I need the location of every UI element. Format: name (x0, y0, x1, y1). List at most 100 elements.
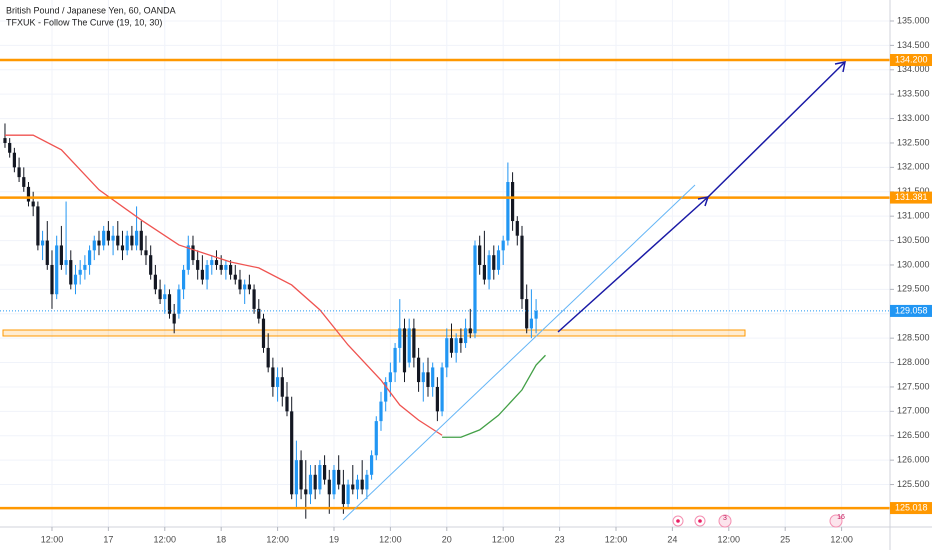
candle-body (149, 255, 153, 275)
level-label: 125.018 (895, 502, 928, 512)
last-price-label: 129.058 (895, 305, 928, 315)
x-tick-label: 17 (103, 534, 113, 544)
candle-body (431, 367, 435, 387)
candle-body (261, 318, 266, 348)
arrow-head (834, 61, 846, 73)
candle-body (83, 264, 87, 270)
level-label: 134.200 (895, 54, 928, 64)
y-tick-label: 132.000 (897, 162, 930, 172)
indicator-line (442, 354, 546, 438)
candle-body (219, 264, 223, 270)
candle-body (529, 318, 533, 329)
candle-body (106, 230, 110, 241)
candle-body (482, 264, 486, 280)
candle-body (463, 328, 468, 344)
last-price-bg (890, 304, 932, 317)
candle-body (167, 294, 172, 314)
plot (0, 58, 890, 519)
candle-body (360, 479, 364, 490)
event-count: 3 (723, 515, 727, 522)
candle-body (36, 206, 40, 246)
arrow-leg (707, 61, 846, 198)
candle-body (294, 460, 298, 495)
candle-body (22, 177, 26, 187)
candle-body (346, 484, 350, 505)
candle-body (64, 260, 68, 265)
candle-body (12, 152, 16, 168)
x-tick-label: 12:00 (266, 534, 289, 544)
candle-body (510, 182, 515, 222)
support-zone (2, 329, 746, 337)
level-label-bg (890, 54, 932, 67)
x-tick-label: 12:00 (830, 534, 853, 544)
candle-body (130, 235, 134, 246)
axes: 125.000125.500126.000126.500127.000127.5… (41, 15, 932, 544)
candle-body (435, 386, 439, 412)
candle-body (224, 264, 228, 270)
y-tick-label: 126.500 (897, 430, 930, 440)
candle-body (416, 357, 421, 383)
candle-body (116, 235, 120, 246)
candle-body (275, 377, 280, 387)
candle-body (200, 269, 204, 280)
x-tick-label: 12:00 (605, 534, 628, 544)
candle-body (398, 328, 402, 348)
candle-body (228, 264, 233, 275)
y-tick-label: 131.500 (897, 186, 930, 196)
level-label-bg (890, 502, 932, 515)
event-icon (718, 514, 732, 528)
y-tick-label: 126.000 (897, 455, 930, 465)
candle-body (299, 460, 303, 490)
level-label-bg (890, 191, 932, 204)
y-tick-label: 131.000 (897, 211, 930, 221)
candle-body (496, 250, 501, 270)
candle-body (144, 250, 148, 256)
candle-body (332, 469, 336, 495)
candle-body (26, 186, 31, 202)
candle-body (172, 313, 176, 324)
x-tick-label: 12:00 (379, 534, 402, 544)
x-tick-label: 25 (780, 534, 790, 544)
event-icon (829, 514, 843, 528)
candle-body (280, 377, 284, 397)
candle-body (97, 240, 101, 246)
candle-body (191, 245, 195, 261)
y-tick-label: 134.000 (897, 64, 930, 74)
candle-body (379, 401, 383, 422)
indicator-legend: TFXUK - Follow The Curve (19, 10, 30) (6, 17, 162, 27)
y-tick-label: 130.500 (897, 235, 930, 245)
event-count: 16 (837, 514, 845, 521)
candle-body (8, 142, 12, 153)
candle-body (177, 289, 181, 314)
candle-body (196, 260, 200, 270)
x-tick-label: 12:00 (492, 534, 515, 544)
candle-body (322, 465, 327, 480)
candle-body (487, 255, 491, 280)
candle-body (525, 299, 529, 329)
y-tick-label: 128.000 (897, 357, 930, 367)
y-tick-label: 128.500 (897, 333, 930, 343)
candle-body (181, 269, 186, 290)
candle-body (426, 372, 430, 387)
candle-body (369, 455, 374, 475)
candle-body (102, 230, 106, 246)
candle-body (421, 372, 425, 383)
candle-body (454, 338, 458, 353)
candle-body (257, 308, 261, 319)
candle-body (252, 289, 256, 309)
candle-body (50, 264, 54, 295)
candle-body (473, 245, 477, 334)
x-tick-label: 19 (329, 534, 339, 544)
candle-body (139, 230, 143, 251)
candle-body (3, 138, 7, 143)
x-tick-label: 20 (442, 534, 452, 544)
candle-body (210, 260, 214, 265)
y-tick-label: 125.500 (897, 479, 930, 489)
candle-body (492, 255, 496, 270)
candle-body (266, 347, 270, 368)
candle-body (271, 367, 275, 387)
y-tick-label: 130.000 (897, 259, 930, 269)
candle-body (506, 182, 510, 241)
candle-body (134, 230, 139, 246)
candle-body (158, 289, 162, 300)
